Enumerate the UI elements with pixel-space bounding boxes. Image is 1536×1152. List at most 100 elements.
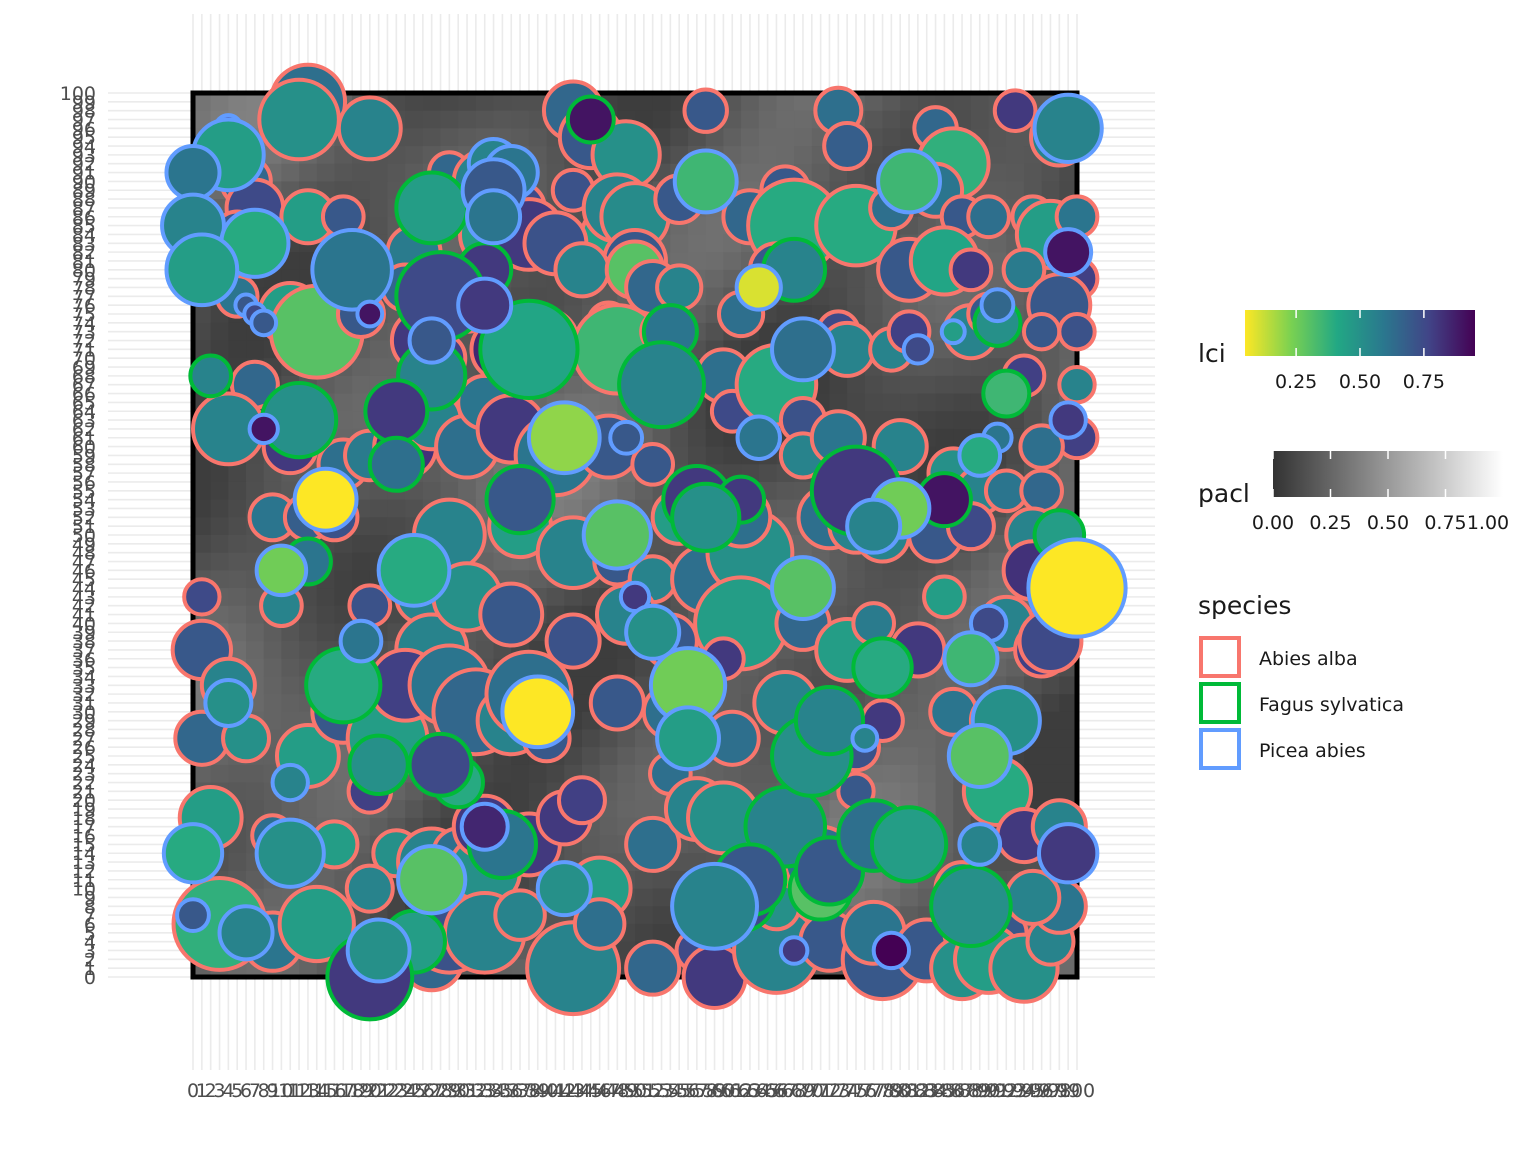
tree-point — [175, 897, 211, 934]
pacl-cell — [405, 128, 424, 147]
pacl-cell — [776, 481, 795, 501]
tree-point — [992, 88, 1038, 134]
pacl-cell — [493, 110, 512, 129]
x-tick-label: 19 — [349, 1080, 373, 1102]
pacl-cell — [635, 782, 654, 801]
pacl-cell — [953, 393, 972, 412]
pacl-cell — [369, 181, 389, 200]
x-tick-label: 43 — [561, 1080, 585, 1102]
tree-point — [581, 499, 653, 571]
pacl-cell — [511, 959, 530, 978]
pacl-cell — [900, 93, 919, 112]
pacl-cell — [1041, 375, 1060, 395]
pacl-cell — [847, 570, 866, 589]
tree-point — [1032, 92, 1104, 164]
x-tick-label: 53 — [649, 1080, 673, 1102]
tree-point — [1001, 247, 1047, 293]
tree-point — [277, 884, 356, 964]
x-tick-label: 27 — [420, 1080, 444, 1102]
x-tick-label: 38 — [517, 1080, 541, 1102]
x-tick-label: 86 — [941, 1080, 965, 1102]
pacl-cell — [900, 764, 919, 784]
y-tick-label: 79 — [72, 269, 96, 291]
pacl-cell — [741, 163, 760, 182]
tree-point — [869, 805, 949, 884]
x-tick-label: 32 — [464, 1080, 488, 1102]
pacl-cell — [405, 499, 424, 518]
y-tick-label: 78 — [72, 277, 96, 299]
pacl-cell — [970, 552, 990, 571]
pacl-cell — [900, 375, 919, 395]
pacl-cell — [246, 535, 265, 554]
tree-point — [376, 533, 452, 608]
x-tick-label: 45 — [579, 1080, 603, 1102]
pacl-cell — [422, 800, 442, 819]
pacl-cell — [652, 888, 671, 907]
tree-point — [535, 860, 593, 918]
pacl-cell — [705, 446, 724, 465]
pacl-cell — [281, 694, 300, 713]
pacl-cell — [210, 552, 229, 571]
y-tick-label: 71 — [72, 339, 96, 361]
x-tick-label: 4 — [222, 1080, 234, 1102]
pacl-cell — [334, 375, 353, 395]
pacl-cell — [246, 800, 265, 819]
tree-point — [588, 674, 646, 732]
pacl-cell — [228, 322, 247, 342]
pacl-cell — [705, 234, 724, 253]
x-tick-label: 83 — [915, 1080, 939, 1102]
pacl-cell — [617, 800, 636, 819]
x-tick-label: 88 — [959, 1080, 983, 1102]
pacl-cell — [440, 93, 459, 112]
x-tick-label: 30 — [446, 1080, 470, 1102]
pacl-cell — [617, 93, 636, 112]
y-tick-label: 21 — [72, 781, 96, 803]
x-tick-label: 72 — [817, 1080, 841, 1102]
tree-point — [493, 888, 547, 942]
pacl-cell — [794, 93, 813, 112]
tree-point — [1043, 227, 1094, 278]
pacl-cell — [299, 163, 318, 182]
x-tick-label: 28 — [428, 1080, 452, 1102]
x-tick-label: 89 — [968, 1080, 992, 1102]
pacl-cell — [1059, 163, 1078, 182]
pacl-cell — [352, 817, 371, 837]
x-tick-label: 97 — [1038, 1080, 1062, 1102]
pacl-cell — [776, 499, 795, 518]
legend-species-key — [1199, 636, 1241, 678]
pacl-cell — [776, 305, 795, 324]
pacl-cell — [935, 764, 954, 784]
pacl-cell — [635, 93, 654, 112]
pacl-cell — [458, 128, 477, 147]
pacl-cell — [546, 287, 565, 306]
x-tick-label: 50 — [623, 1080, 647, 1102]
tree-point — [957, 822, 1003, 867]
pacl-cell — [617, 481, 636, 501]
pacl-cell — [917, 782, 937, 801]
tree-point — [161, 822, 225, 885]
pacl-cell — [369, 517, 389, 536]
tree-point — [484, 464, 556, 536]
pacl-cell — [210, 93, 229, 112]
pacl-cell — [228, 464, 247, 483]
x-tick-label: 41 — [543, 1080, 567, 1102]
y-tick-label: 83 — [72, 233, 96, 255]
legend-species-label: Picea abies — [1259, 740, 1366, 762]
pacl-cell — [670, 446, 689, 465]
tree-point — [966, 194, 1011, 240]
pacl-cell — [352, 358, 371, 377]
x-tick-label: 78 — [870, 1080, 894, 1102]
pacl-cell — [263, 694, 282, 713]
pacl-cell — [953, 552, 972, 571]
x-tick-label: 62 — [729, 1080, 753, 1102]
x-tick-label: 6 — [240, 1080, 252, 1102]
pacl-cell — [210, 764, 229, 784]
y-tick-label: 95 — [72, 127, 96, 149]
pacl-cell — [970, 570, 990, 589]
pacl-cell — [970, 93, 990, 112]
pacl-cell — [705, 428, 724, 448]
x-tick-label: 34 — [481, 1080, 505, 1102]
x-tick-label: 51 — [632, 1080, 656, 1102]
pacl-cell — [935, 375, 954, 395]
pacl-cell — [1023, 163, 1043, 182]
